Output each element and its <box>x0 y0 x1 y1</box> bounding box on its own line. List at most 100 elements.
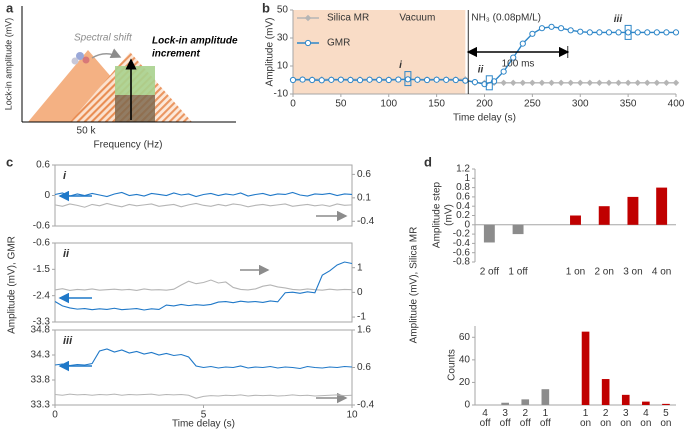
bar <box>483 224 495 243</box>
callout-box <box>404 71 412 87</box>
bar <box>541 389 550 405</box>
y-tick-label: -0.6 <box>453 247 471 258</box>
span-label: 100 ms <box>502 59 535 70</box>
point <box>443 76 450 83</box>
x-tick-label: 1 off <box>508 267 527 278</box>
y2-tick-label: -1 <box>357 312 366 323</box>
x-tick-label: 1 off <box>539 408 551 429</box>
y-axis-label: Counts <box>447 349 458 381</box>
y-tick-label: -1.5 <box>33 264 51 275</box>
y-tick-label: -2.4 <box>33 290 51 301</box>
y2-tick-label: -0.4 <box>357 216 375 227</box>
point <box>337 76 344 83</box>
point <box>462 77 469 84</box>
point <box>328 76 335 83</box>
y-tick-label: 40 <box>459 354 471 365</box>
bar <box>501 402 509 405</box>
point <box>615 79 622 86</box>
y-tick-label: 0.8 <box>456 182 470 193</box>
point <box>414 76 421 83</box>
point <box>634 79 641 86</box>
y-tick-label: 34.3 <box>31 350 51 361</box>
x-tick-label: 350 <box>620 99 637 110</box>
x-axis-label: Time delay (s) <box>172 419 235 430</box>
point <box>538 79 546 86</box>
point <box>356 77 364 84</box>
x-tick-label: 4 off <box>479 408 491 429</box>
point <box>577 79 584 86</box>
point <box>567 27 574 34</box>
point <box>596 79 603 86</box>
series-line <box>54 348 353 370</box>
legend-marker <box>304 14 312 22</box>
point <box>395 76 402 83</box>
annotation: Vacuum <box>399 13 435 24</box>
point <box>605 79 613 86</box>
x-tick-label: 4 on <box>640 408 652 429</box>
y-tick-label: 60 <box>459 332 471 343</box>
x-tick-label: 0 <box>290 99 296 110</box>
panel-letter: a <box>6 0 14 15</box>
x-mark-label: 50 k <box>77 126 97 137</box>
y2-tick-label: 1 <box>357 262 363 273</box>
x-tick-label: 1 on <box>566 267 585 278</box>
point <box>519 40 526 47</box>
point <box>577 28 584 35</box>
point <box>663 79 670 86</box>
y-axis-label: Amplitude (mV), GMR <box>7 236 18 334</box>
point <box>529 79 536 86</box>
molecule-icon <box>82 56 90 64</box>
y-tick-label: -0.8 <box>453 257 471 268</box>
y-tick-label: 30 <box>277 33 289 44</box>
point <box>538 25 546 32</box>
point <box>586 29 593 36</box>
x-tick-label: 4 on <box>652 267 671 278</box>
x-tick-label: 3 off <box>499 408 511 429</box>
x-tick-label: 5 on <box>660 408 672 429</box>
panel-letter: c <box>6 154 13 169</box>
point <box>404 76 411 83</box>
y-tick-label: 0.6 <box>36 160 50 171</box>
point <box>567 79 574 86</box>
callout-box <box>485 75 493 91</box>
bar <box>512 224 524 235</box>
x-tick-label: 150 <box>428 99 445 110</box>
annotation: NH₃ (0.08pM/L) <box>471 13 541 24</box>
x-axis-label: Time delay (s) <box>453 113 516 124</box>
molecule-icon <box>76 52 84 60</box>
x-tick-label: 2 off <box>480 267 499 278</box>
y-tick-label: -0.4 <box>453 238 471 249</box>
y-axis-label: Amplitude (mV), Silica MR <box>409 227 420 344</box>
point <box>423 76 431 84</box>
series-line <box>54 202 353 208</box>
panel-label: i <box>63 170 67 182</box>
y-axis-label: Amplitude step <box>432 181 443 248</box>
x-tick-label: 300 <box>572 99 589 110</box>
y-tick-label: 0 <box>44 190 50 201</box>
x-tick-label: 400 <box>668 99 684 110</box>
point <box>500 68 507 75</box>
point <box>471 79 479 86</box>
point <box>548 23 555 30</box>
x-tick-label: 0 <box>52 410 58 421</box>
x-tick-label: 3 on <box>623 267 642 278</box>
y-tick-label: -0.6 <box>33 221 51 232</box>
point <box>634 29 641 36</box>
x-tick-label: 2 on <box>594 267 613 278</box>
point <box>557 79 565 86</box>
point <box>624 79 632 86</box>
x-tick-label: 250 <box>524 99 541 110</box>
point <box>433 76 440 83</box>
point <box>318 77 325 84</box>
increment-label: increment <box>152 49 200 60</box>
y-axis-label: Amplitude (mV) <box>265 18 276 87</box>
callout-label: iii <box>614 14 623 25</box>
series-line <box>54 261 353 311</box>
bar <box>570 215 581 225</box>
point <box>376 76 383 83</box>
point <box>299 76 306 83</box>
point <box>672 79 680 86</box>
x-tick-label: 5 <box>201 410 207 421</box>
point <box>644 29 651 36</box>
